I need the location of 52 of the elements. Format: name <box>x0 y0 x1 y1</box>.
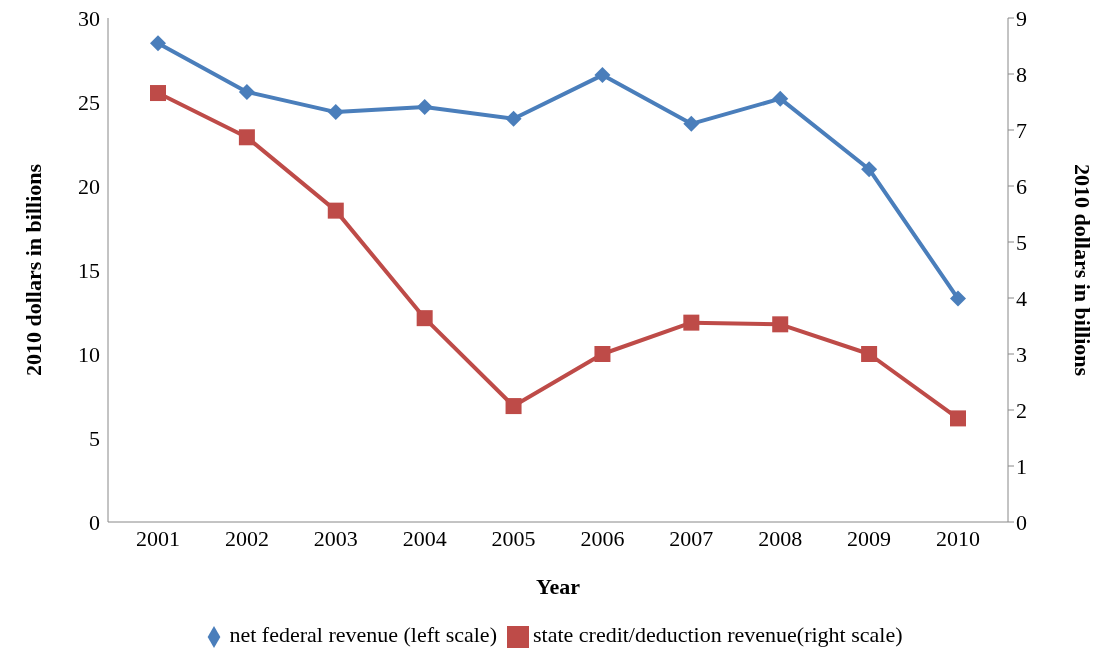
point <box>683 314 700 331</box>
y2-tick-label: 0 <box>1016 509 1027 535</box>
point <box>772 90 789 107</box>
y2-tick-label: 9 <box>1016 5 1027 31</box>
y2-tick-label: 7 <box>1016 117 1027 143</box>
y2-tick-label: 5 <box>1016 229 1027 255</box>
x-tick-label: 2007 <box>669 525 714 551</box>
point <box>416 99 433 116</box>
x-tick-label: 2005 <box>491 525 536 551</box>
point <box>416 310 433 327</box>
point <box>594 346 611 362</box>
y2-tick-label: 2 <box>1016 397 1027 423</box>
x-tick-label: 2006 <box>580 525 625 551</box>
y-tick-label: 0 <box>89 509 100 535</box>
point <box>505 110 522 127</box>
y-tick-label: 25 <box>78 89 100 115</box>
y2-tick-label: 4 <box>1016 285 1027 311</box>
x-axis-title: Year <box>536 574 581 599</box>
x-tick-label: 2004 <box>402 525 447 551</box>
y-tick-label: 15 <box>78 257 100 283</box>
y2-axis-title: 2010 dollars in billions <box>1070 163 1096 377</box>
point <box>150 85 166 102</box>
x-tick-label: 2001 <box>136 525 180 551</box>
y-tick-label: 5 <box>89 425 100 451</box>
point <box>950 290 966 307</box>
y2-tick-label: 3 <box>1016 341 1027 367</box>
y-axis-title: 2010 dollars in billions <box>20 163 46 377</box>
point <box>772 316 789 333</box>
point <box>505 398 522 415</box>
point <box>238 129 255 146</box>
x-tick-label: 2008 <box>758 525 803 551</box>
x-tick-label: 2009 <box>847 525 892 551</box>
y-tick-label: 10 <box>78 341 100 367</box>
legend-label: state credit/deduction revenue(right scale) <box>532 622 903 647</box>
x-tick-label: 2010 <box>936 525 980 551</box>
x-tick-label: 2003 <box>313 525 358 551</box>
y-tick-label: 20 <box>78 173 100 199</box>
point <box>327 202 344 219</box>
point <box>861 346 878 362</box>
point <box>150 35 166 52</box>
point <box>238 83 255 100</box>
point <box>683 115 700 132</box>
point <box>327 104 344 121</box>
y2-tick-label: 6 <box>1016 173 1027 199</box>
legend-label: net federal revenue (left scale) <box>229 622 497 647</box>
y2-tick-label: 8 <box>1016 61 1027 87</box>
point <box>594 67 611 84</box>
point <box>861 161 878 178</box>
x-tick-label: 2002 <box>224 525 269 551</box>
y2-tick-label: 1 <box>1016 453 1027 479</box>
point <box>950 410 966 427</box>
y-tick-label: 30 <box>78 5 100 31</box>
